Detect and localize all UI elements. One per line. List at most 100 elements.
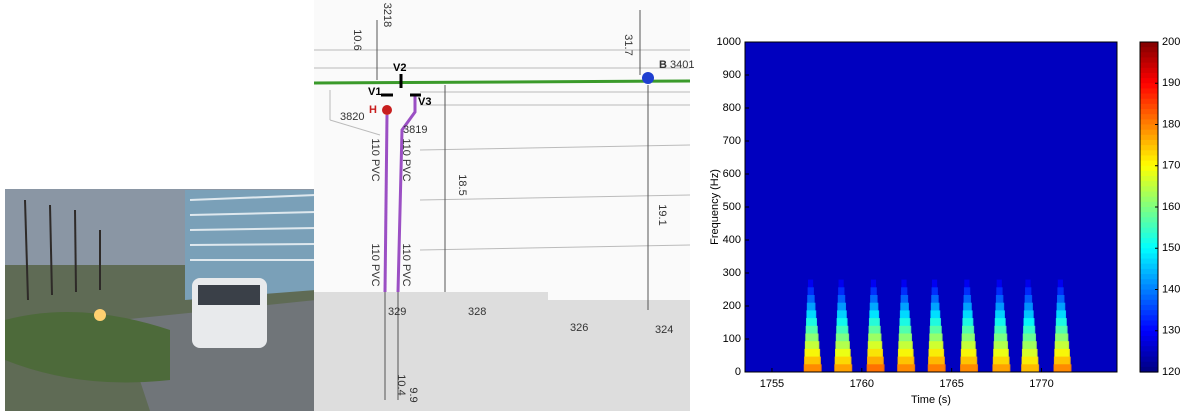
colorbar-segment	[1140, 155, 1158, 162]
x-tick-label: 1765	[939, 378, 963, 390]
pulse	[866, 364, 885, 372]
dimension: 9.9	[407, 387, 419, 402]
colorbar-segment	[1140, 294, 1158, 301]
colorbar-segment	[1140, 186, 1158, 193]
y-tick-label: 800	[723, 102, 741, 114]
colorbar-tick-label: 150	[1162, 242, 1180, 254]
reference: 3819	[403, 124, 427, 136]
trees	[24, 199, 101, 301]
colorbar-segment	[1140, 284, 1158, 291]
colorbar-segment	[1140, 201, 1158, 208]
colorbar-segment	[1140, 330, 1158, 337]
grass	[5, 312, 170, 383]
colorbar-tick-label: 160	[1162, 201, 1180, 213]
colorbar-segment	[1140, 88, 1158, 95]
pipe-label: 110 PVC	[369, 243, 381, 286]
x-tick-label: 1760	[850, 378, 874, 390]
reference: 3820	[340, 111, 364, 123]
colorbar-segment	[1140, 114, 1158, 120]
diagram: 10.6 3218 31.7 B 3401 V2 V1 V3 H 3820 38…	[313, 0, 694, 411]
colorbar-segment	[1140, 304, 1158, 311]
colorbar-segment	[1140, 98, 1158, 105]
service-pipes	[383, 95, 417, 293]
dimension-lines	[376, 10, 649, 400]
colorbar-segment	[1140, 181, 1158, 187]
colorbar-tick-label: 190	[1162, 77, 1180, 89]
plot-number: 329	[388, 306, 406, 318]
colorbar-segment	[1140, 67, 1158, 74]
colorbar-segment	[1140, 351, 1158, 358]
x-tick-label: 1770	[1029, 378, 1053, 390]
y-axis-label: Frequency (Hz)	[709, 169, 721, 245]
colorbar-segment	[1140, 310, 1158, 316]
colorbar-segment	[1140, 150, 1158, 157]
colorbar-segment	[1140, 320, 1158, 327]
colorbar-segment	[1140, 248, 1158, 255]
point-b-marker	[642, 72, 654, 84]
colorbar-tick-label: 200	[1162, 36, 1180, 48]
colorbar-segment	[1140, 42, 1158, 48]
colorbar-tick-label: 130	[1162, 325, 1180, 337]
valve-label: V2	[393, 62, 406, 74]
colorbar-tick-label: 140	[1162, 283, 1180, 295]
colorbar-segment	[1140, 109, 1158, 115]
colorbar-segment	[1140, 196, 1158, 203]
y-tick-label: 700	[723, 135, 741, 147]
colorbar-tick-label: 120	[1162, 366, 1180, 378]
y-tick-label: 0	[735, 366, 741, 378]
colorbar-segment	[1140, 124, 1158, 131]
point-h-marker	[382, 105, 392, 115]
valve-label: V3	[418, 96, 431, 108]
colorbar-segment	[1140, 274, 1158, 280]
colorbar-segment	[1140, 129, 1158, 136]
pulse	[897, 364, 916, 372]
colorbar-segment	[1140, 299, 1158, 306]
colorbar-segment	[1140, 341, 1158, 347]
colorbar-segment	[1140, 145, 1158, 151]
valves	[381, 74, 421, 97]
colorbar-segment	[1140, 119, 1158, 126]
colorbar-segment	[1140, 52, 1158, 59]
colorbar-segment	[1140, 78, 1158, 84]
pulse	[803, 364, 822, 372]
pipe-label: 110 PVC	[400, 243, 412, 286]
plot-number: 328	[468, 306, 486, 318]
valve-label: V1	[368, 86, 381, 98]
colorbar-segment	[1140, 258, 1158, 265]
colorbar-segment	[1140, 268, 1158, 275]
colorbar-segment	[1140, 356, 1158, 363]
colorbar-segment	[1140, 237, 1158, 244]
colorbar-tick-label: 180	[1162, 118, 1180, 130]
colorbar-segment	[1140, 207, 1158, 213]
pulse	[927, 364, 946, 372]
colorbar-segment	[1140, 191, 1158, 198]
pulse	[1021, 364, 1040, 372]
colorbar-segment	[1140, 57, 1158, 64]
colorbar-segment	[1140, 47, 1158, 53]
colorbar-segment	[1140, 227, 1158, 234]
van-window	[198, 285, 260, 305]
pipe-label: 110 PVC	[369, 138, 381, 181]
fire	[94, 309, 106, 321]
spectrogram: 1755 1760 1765 1770 0 100 200 300 400 500 600 700 80…	[717, 36, 1181, 390]
pulse	[992, 364, 1011, 372]
colorbar-segment	[1140, 62, 1158, 69]
y-tick-label: 100	[723, 333, 741, 345]
colorbar-segment	[1140, 212, 1158, 218]
colorbar-tick-label: 170	[1162, 160, 1180, 172]
dimension: 10.4	[395, 374, 407, 395]
colorbar-segment	[1140, 346, 1158, 352]
dimension: 18.5	[456, 174, 468, 195]
colorbar-segment	[1140, 139, 1158, 146]
colorbar-segment	[1140, 253, 1158, 260]
pulse	[960, 364, 979, 372]
colorbar-segment	[1140, 134, 1158, 141]
balconies	[189, 194, 317, 261]
colorbar-segment	[1140, 222, 1158, 229]
x-tick-label: 1755	[760, 378, 784, 390]
pulse	[834, 364, 853, 372]
main-pipe	[313, 79, 691, 85]
colorbar-segment	[1140, 243, 1158, 249]
colorbar-segment	[1140, 325, 1158, 332]
